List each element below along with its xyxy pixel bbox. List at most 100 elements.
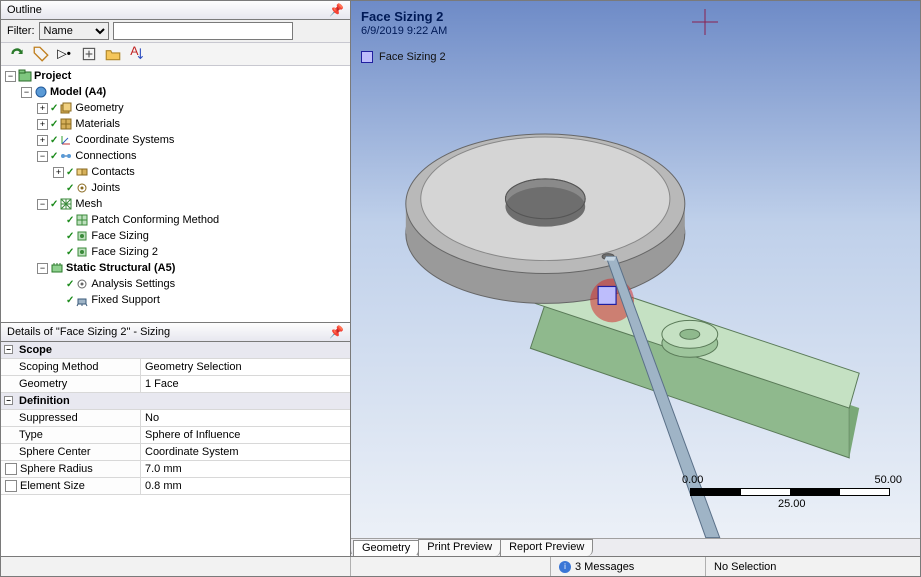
prop-name: Element Size [1,478,141,494]
expand-toggle[interactable]: − [37,199,48,210]
filter-input[interactable] [113,22,293,40]
collapse-icon[interactable]: − [4,396,13,405]
expand-icon[interactable]: ▷• [55,45,75,63]
conn-icon [59,149,73,163]
tree-label: Mesh [75,198,102,210]
details-row[interactable]: TypeSphere of Influence [1,427,350,444]
check-icon: ✓ [50,135,58,146]
viewport[interactable]: Face Sizing 2 6/9/2019 9:22 AM Face Sizi… [351,1,920,556]
selected-face-marker [598,286,616,304]
tree-node[interactable]: − Project [5,68,350,84]
tree-node[interactable]: +✓Contacts [5,164,350,180]
model-icon [34,85,48,99]
settings-icon [75,277,89,291]
svg-text:▷•: ▷• [57,46,71,60]
tree-label: Model (A4) [50,86,106,98]
check-icon: ✓ [50,199,58,210]
prop-name: Scoping Method [1,359,141,375]
tree-node[interactable]: ✓Face Sizing [5,228,350,244]
details-category[interactable]: −Scope [1,342,350,358]
tree-node[interactable]: ✓Analysis Settings [5,276,350,292]
details-row[interactable]: Geometry1 Face [1,376,350,393]
tree-node[interactable]: +✓ Coordinate Systems [5,132,350,148]
viewport-tab[interactable]: Geometry [353,540,419,556]
ruler-mid: 25.00 [778,498,806,510]
prop-value[interactable]: Geometry Selection [141,359,350,375]
status-messages[interactable]: i 3 Messages [551,557,706,576]
outline-tree[interactable]: −Project−Model (A4)+✓Geometry+✓Materials… [1,66,350,322]
status-bar: i 3 Messages No Selection [1,556,920,576]
status-selection: No Selection [706,557,920,576]
sort-icon[interactable]: A [127,45,147,63]
expand-toggle[interactable]: + [53,167,64,178]
tree-label: Materials [75,118,120,130]
tree-label: Coordinate Systems [75,134,174,146]
pin-icon[interactable]: 📌 [329,3,344,17]
prop-name: Type [1,427,141,443]
tree-node[interactable]: −✓ Connections [5,148,350,164]
expand-toggle[interactable]: − [37,263,48,274]
tree-node[interactable]: ✓Fixed Support [5,292,350,308]
prop-value[interactable]: Sphere of Influence [141,427,350,443]
tree-label: Project [34,70,71,82]
expand-toggle[interactable]: − [37,151,48,162]
tree-node[interactable]: −Static Structural (A5) [5,260,350,276]
check-icon: ✓ [66,295,74,306]
collapse-icon[interactable] [79,45,99,63]
expand-toggle[interactable]: − [5,71,16,82]
check-icon: ✓ [66,215,74,226]
details-row[interactable]: Sphere Radius7.0 mm [1,461,350,478]
details-row[interactable]: Sphere CenterCoordinate System [1,444,350,461]
prop-value[interactable]: 1 Face [141,376,350,392]
tree-node[interactable]: −✓ Mesh [5,196,350,212]
expand-toggle[interactable]: − [21,87,32,98]
sizing-icon [75,229,89,243]
tree-label: Connections [75,150,136,162]
prop-value[interactable]: 0.8 mm [141,478,350,494]
details-row[interactable]: Scoping MethodGeometry Selection [1,359,350,376]
expand-toggle[interactable]: + [37,135,48,146]
project-icon [18,69,32,83]
tree-node[interactable]: +✓Geometry [5,100,350,116]
scene-3d[interactable] [351,1,920,556]
status-cell-2 [351,557,551,576]
status-cell-1 [1,557,351,576]
sizing-icon [75,245,89,259]
details-row[interactable]: SuppressedNo [1,410,350,427]
info-icon: i [559,561,571,573]
viewport-tab[interactable]: Print Preview [418,539,501,556]
prop-value[interactable]: No [141,410,350,426]
collapse-icon[interactable]: − [4,345,13,354]
tree-node[interactable]: − Model (A4) [5,84,350,100]
check-icon: ✓ [50,151,58,162]
tag-icon[interactable] [31,45,51,63]
filter-type-select[interactable]: Name [39,22,109,40]
expand-toggle[interactable]: + [37,103,48,114]
prop-name: Geometry [1,376,141,392]
tree-node[interactable]: ✓Patch Conforming Method [5,212,350,228]
method-icon [75,213,89,227]
check-icon: ✓ [66,167,74,178]
support-icon [75,293,89,307]
check-icon: ✓ [50,103,58,114]
joint-icon [75,181,89,195]
details-category[interactable]: −Definition [1,393,350,409]
refresh-icon[interactable] [7,45,27,63]
pin-icon[interactable]: 📌 [329,325,344,339]
tree-node[interactable]: ✓Face Sizing 2 [5,244,350,260]
svg-text:A: A [130,45,139,58]
details-header: Details of "Face Sizing 2" - Sizing 📌 [1,323,350,342]
outline-header: Outline 📌 [1,1,350,20]
tree-node[interactable]: +✓Materials [5,116,350,132]
prop-value[interactable]: 7.0 mm [141,461,350,477]
details-row[interactable]: Element Size0.8 mm [1,478,350,495]
check-icon: ✓ [66,247,74,258]
prop-value[interactable]: Coordinate System [141,444,350,460]
details-grid[interactable]: −ScopeScoping MethodGeometry SelectionGe… [1,342,350,556]
prop-name: Sphere Center [1,444,141,460]
expand-toggle[interactable]: + [37,119,48,130]
tree-node[interactable]: ✓Joints [5,180,350,196]
folder-icon[interactable] [103,45,123,63]
viewport-tab[interactable]: Report Preview [500,539,593,556]
mat-icon [59,117,73,131]
